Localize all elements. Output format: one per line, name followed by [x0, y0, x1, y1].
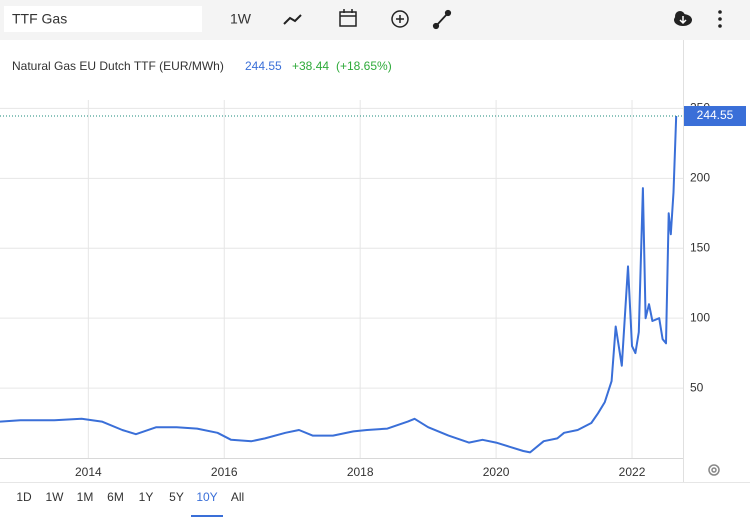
range-button[interactable]: All: [231, 490, 244, 504]
legend-change: +38.44: [292, 59, 329, 73]
interval[interactable]: 1W: [230, 11, 252, 27]
x-tick-label: 2016: [211, 465, 238, 479]
legend-value: 244.55: [245, 59, 282, 73]
settings-icon[interactable]: [708, 464, 720, 476]
calendar-icon[interactable]: [339, 9, 357, 27]
chart-type-icon[interactable]: [283, 14, 302, 25]
download-icon[interactable]: [674, 11, 692, 26]
draw-icon[interactable]: [432, 9, 452, 30]
search-text: TTF Gas: [12, 11, 67, 27]
add-icon[interactable]: [391, 10, 409, 28]
legend-name: Natural Gas EU Dutch TTF (EUR/MWh): [12, 59, 224, 73]
y-tick-label: 100: [690, 310, 710, 324]
x-tick-label: 2014: [75, 465, 102, 479]
last-value-label: 244.55: [697, 108, 734, 122]
last-value-box: [684, 106, 746, 127]
y-tick-label: 150: [690, 240, 710, 254]
range-button[interactable]: 1Y: [139, 490, 154, 504]
range-button[interactable]: 1M: [77, 490, 94, 504]
x-tick-label: 2020: [483, 465, 510, 479]
x-tick-label: 2022: [619, 465, 646, 479]
legend-change-pct: (+18.65%): [336, 59, 392, 73]
range-button[interactable]: 5Y: [169, 490, 184, 504]
price-line: [0, 115, 678, 454]
menu-icon[interactable]: [718, 10, 722, 28]
x-tick-label: 2018: [347, 465, 374, 479]
range-button[interactable]: 6M: [107, 490, 124, 504]
y-tick-label: 50: [690, 380, 704, 394]
range-button[interactable]: 1D: [16, 490, 32, 504]
range-button[interactable]: 1W: [46, 490, 65, 504]
search-box[interactable]: [4, 6, 202, 32]
range-button[interactable]: 10Y: [196, 490, 217, 504]
y-tick-label: 200: [690, 170, 710, 184]
